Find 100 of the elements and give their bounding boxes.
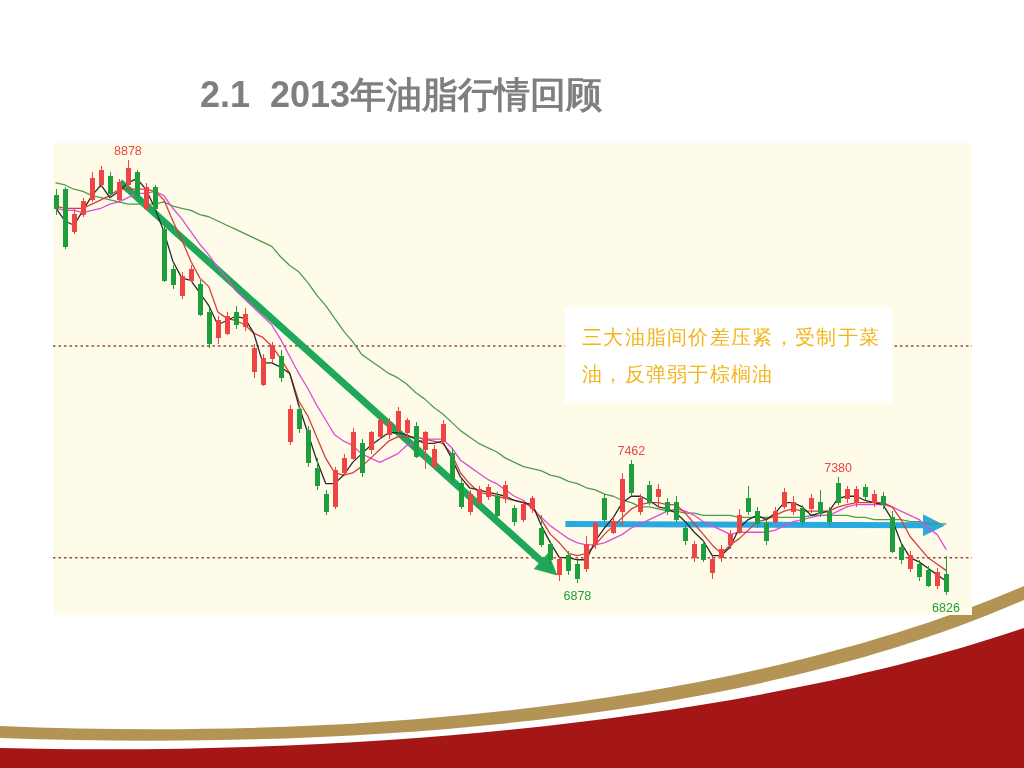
candlestick: [628, 459, 635, 497]
candlestick: [511, 504, 518, 527]
candlestick: [125, 159, 132, 188]
candlestick: [664, 497, 671, 516]
candlestick: [89, 171, 96, 203]
candlestick: [449, 447, 456, 485]
annotation: 三大油脂间价差压紧，受制于菜油，反弹弱于棕榈油: [565, 307, 892, 403]
candlestick: [835, 476, 842, 506]
candlestick: [682, 523, 689, 546]
candlestick: [71, 207, 78, 235]
candlestick: [314, 457, 321, 491]
candlestick: [736, 508, 743, 535]
candlestick: [790, 495, 797, 516]
candlestick: [853, 485, 860, 508]
candlestick: [538, 514, 545, 548]
candlestick: [844, 485, 851, 504]
candlestick: [808, 493, 815, 514]
candlestick: [529, 495, 536, 514]
candlestick: [413, 421, 420, 459]
candlestick: [862, 483, 869, 501]
annotation: 6878: [563, 589, 592, 604]
candlestick: [422, 430, 429, 470]
candlestick: [152, 184, 159, 211]
candlestick: [880, 491, 887, 510]
candlestick: [898, 542, 905, 565]
candlestick: [592, 521, 599, 550]
candlestick: [116, 178, 123, 203]
candlestick: [691, 540, 698, 563]
candlestick: [610, 516, 617, 535]
candlestick: [673, 495, 680, 523]
candlestick: [161, 222, 168, 283]
candlestick: [296, 404, 303, 434]
candlestick: [386, 417, 393, 440]
candlestick: [341, 453, 348, 476]
candlestick: [817, 489, 824, 518]
candlestick: [520, 499, 527, 523]
candlestick: [502, 480, 509, 504]
candlestick: [233, 305, 240, 330]
candlestick: [323, 489, 330, 516]
candlestick: [170, 264, 177, 290]
candlestick: [889, 510, 896, 554]
candlestick: [206, 307, 213, 349]
candlestick: [943, 555, 950, 595]
candlestick: [359, 438, 366, 478]
candlestick: [188, 264, 195, 283]
candlestick: [925, 565, 932, 588]
candlestick: [556, 555, 563, 582]
candlestick: [727, 529, 734, 550]
candlestick: [871, 489, 878, 508]
candlestick: [458, 478, 465, 510]
candlestick: [574, 559, 581, 584]
candlestick: [637, 493, 644, 516]
candlestick: [404, 417, 411, 438]
candlestick: [754, 506, 761, 529]
candlestick: [565, 550, 572, 576]
candlestick: [287, 404, 294, 446]
candlestick: [260, 353, 267, 387]
candlestick: [431, 444, 438, 470]
candlestick: [476, 485, 483, 506]
candlestick: [53, 188, 60, 216]
candlestick: [269, 341, 276, 364]
candlestick: [907, 550, 914, 573]
candlestick: [197, 279, 204, 317]
annotation: 7380: [824, 461, 853, 476]
candlestick: [134, 169, 141, 199]
candlestick: [547, 540, 554, 567]
candlestick: [485, 483, 492, 501]
candlestick: [655, 483, 662, 508]
candlestick: [62, 186, 69, 250]
candlestick: [395, 406, 402, 434]
candlestick: [916, 559, 923, 582]
candlestick: [799, 504, 806, 527]
candlestick: [179, 271, 186, 300]
annotation: 8878: [114, 144, 142, 158]
candlestick: [646, 480, 653, 506]
candlestick: [440, 419, 447, 444]
annotation: 6826: [932, 600, 960, 615]
candlestick: [350, 427, 357, 461]
candlestick: [377, 417, 384, 440]
candlestick: [826, 506, 833, 527]
candlestick: [251, 343, 258, 379]
candlestick: [700, 540, 707, 563]
candlestick: [242, 307, 249, 332]
candlestick: [934, 567, 941, 590]
candlestick: [332, 466, 339, 510]
candlestick: [143, 182, 150, 211]
candlestick: [107, 171, 114, 197]
candlestick: [368, 430, 375, 455]
annotation: 7462: [617, 443, 646, 458]
candlestick: [601, 493, 608, 523]
candlestick: [224, 311, 231, 336]
candlestick: [709, 555, 716, 580]
candlestick: [494, 491, 501, 518]
candlestick: [278, 349, 285, 383]
candlestick: [763, 519, 770, 546]
candlestick: [305, 425, 312, 468]
candlestick: [781, 487, 788, 510]
candlestick: [619, 472, 626, 527]
candlestick: [772, 506, 779, 525]
candlestick: [583, 535, 590, 573]
